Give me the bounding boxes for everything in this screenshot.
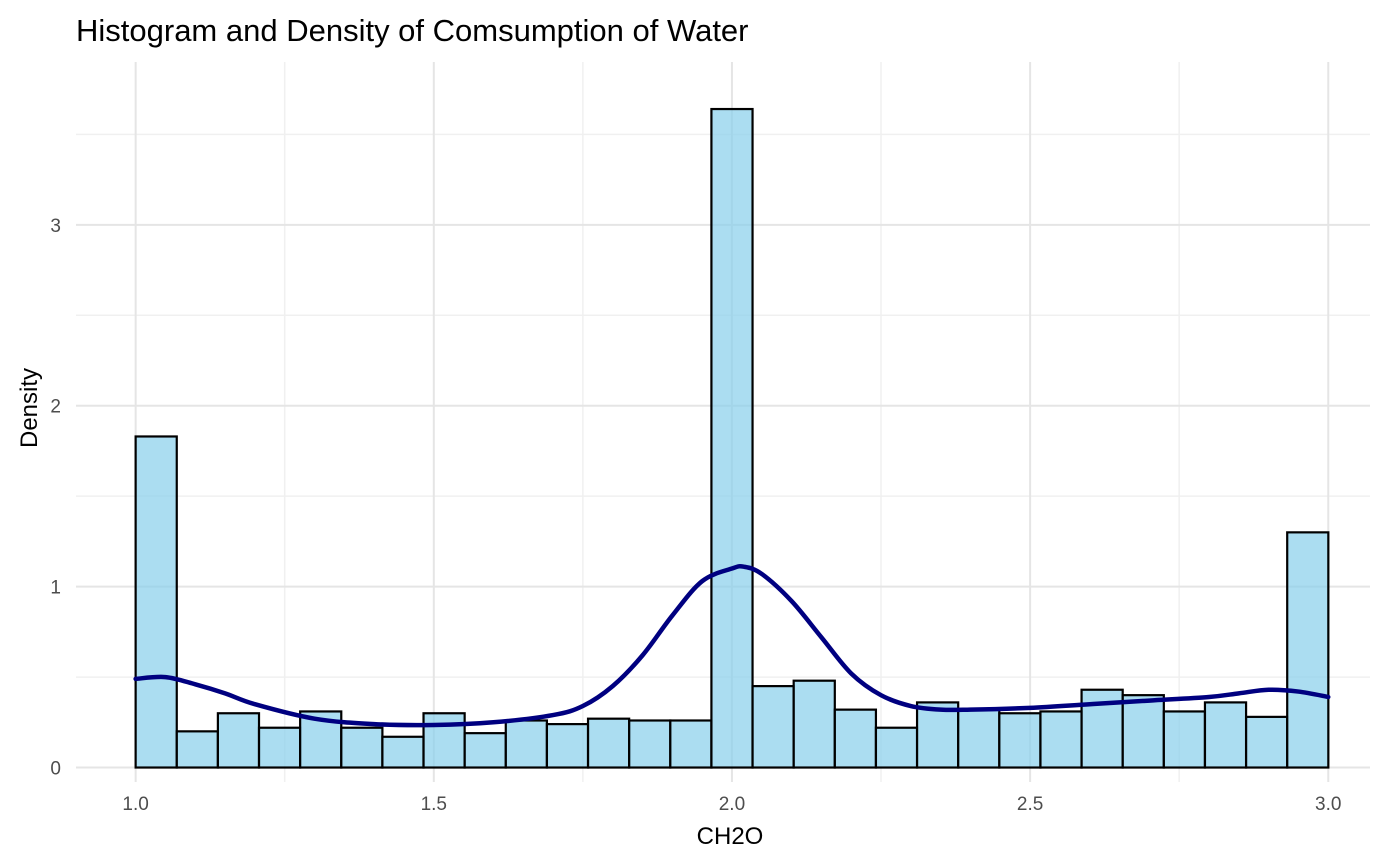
histogram-bar bbox=[586, 717, 631, 769]
x-tick-label: 2.0 bbox=[719, 794, 745, 815]
y-tick-label: 1 bbox=[50, 578, 61, 599]
x-tick-label: 3.0 bbox=[1315, 794, 1341, 815]
density-curve bbox=[133, 564, 1331, 728]
histogram-bar bbox=[957, 708, 1001, 769]
tick-labels: 1.0 1.5 2.0 2.5 3.0 0 1 2 3 bbox=[50, 216, 1341, 815]
y-axis-title: Density bbox=[16, 368, 43, 448]
histogram-bar bbox=[628, 719, 672, 769]
x-tick-label: 2.5 bbox=[1017, 794, 1043, 815]
x-tick-label: 1.5 bbox=[421, 794, 447, 815]
density-curve-group bbox=[133, 564, 1331, 728]
histogram-bar bbox=[874, 726, 919, 769]
histogram-bar bbox=[998, 712, 1042, 769]
histogram-bar bbox=[833, 708, 878, 769]
histogram-bar bbox=[792, 679, 836, 769]
histogram-bar bbox=[545, 723, 590, 769]
histogram-bar bbox=[340, 726, 384, 769]
histogram-bar bbox=[1039, 710, 1083, 769]
x-axis-title: CH2O bbox=[697, 823, 764, 850]
histogram-bar bbox=[216, 712, 261, 769]
histogram-bar bbox=[1162, 710, 1207, 769]
histogram-bars bbox=[134, 107, 1330, 769]
histogram-bar bbox=[710, 107, 754, 769]
histogram-bar bbox=[1244, 715, 1289, 769]
histogram-bar bbox=[504, 719, 549, 769]
y-tick-label: 2 bbox=[50, 397, 61, 418]
y-tick-label: 0 bbox=[50, 759, 61, 780]
x-tick-label: 1.0 bbox=[122, 794, 148, 815]
chart-title: Histogram and Density of Comsumption of … bbox=[76, 13, 749, 48]
histogram-bar bbox=[175, 730, 219, 769]
histogram-bar bbox=[463, 732, 507, 769]
histogram-bar bbox=[1286, 531, 1330, 769]
histogram-bar bbox=[134, 435, 178, 769]
histogram-bar bbox=[381, 735, 425, 769]
y-tick-label: 3 bbox=[50, 216, 61, 237]
histogram-bar bbox=[257, 726, 302, 769]
histogram-bar bbox=[1121, 694, 1165, 769]
histogram-bar bbox=[422, 712, 466, 769]
histogram-bar bbox=[669, 719, 713, 769]
histogram-bar bbox=[751, 685, 795, 769]
histogram-bar bbox=[1203, 701, 1248, 769]
